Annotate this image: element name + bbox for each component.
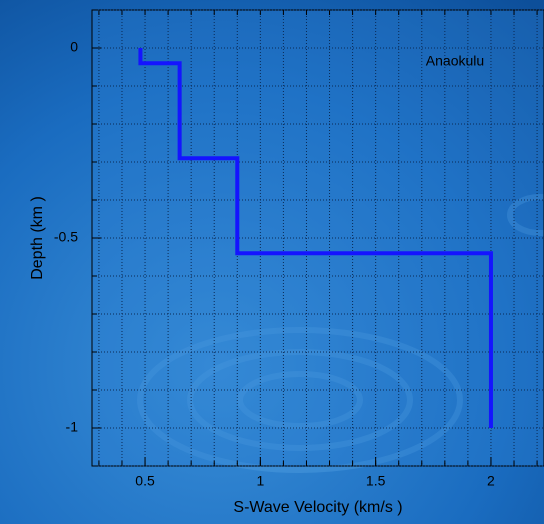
grid [92, 9, 544, 467]
x-tick-label: 0.5 [135, 473, 155, 489]
data-line [138, 48, 493, 428]
x-tick-label: 2 [487, 473, 495, 489]
y-tick-label: -1 [66, 419, 79, 435]
y-tick-label: 0 [70, 39, 78, 55]
x-tick-label: 1 [256, 473, 264, 489]
x-axis-title: S-Wave Velocity (km/s ) [233, 499, 402, 516]
y-tick-label: -0.5 [54, 229, 78, 245]
marks [138, 48, 493, 428]
series-label: Anaokulu [426, 53, 484, 69]
y-axis-title: Depth (km ) [29, 196, 46, 280]
x-tick-label: 1.5 [366, 473, 386, 489]
